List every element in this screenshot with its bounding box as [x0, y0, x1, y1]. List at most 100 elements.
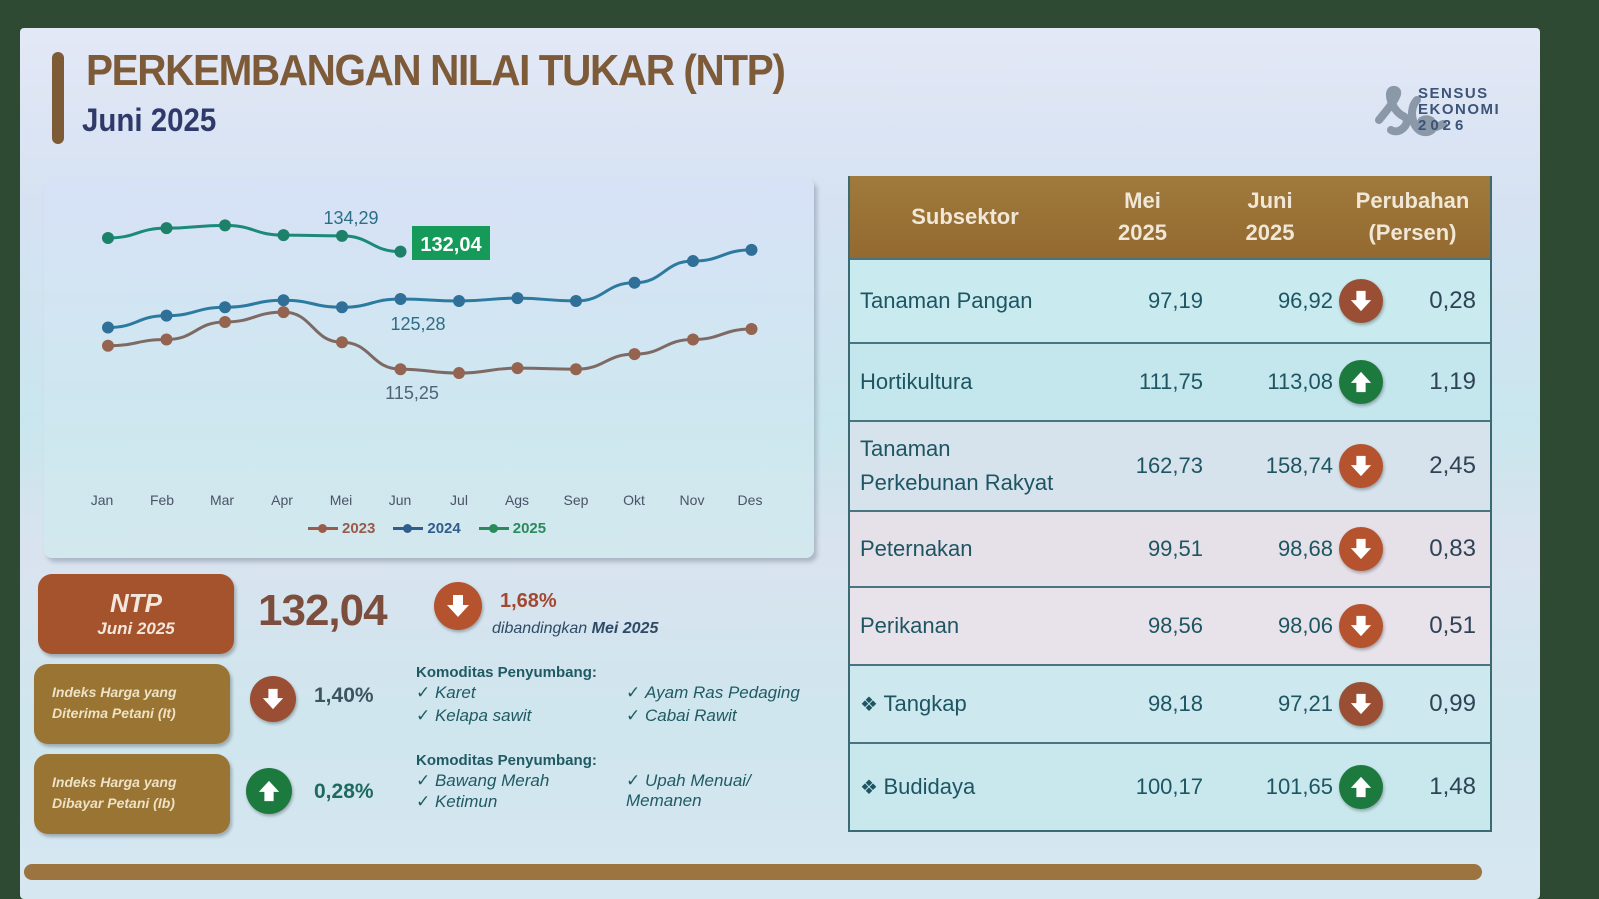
month-label: Jun: [388, 492, 412, 508]
row-name: Budidaya: [850, 770, 1098, 805]
data-point: [511, 292, 524, 305]
data-point: [687, 333, 699, 346]
data-point: [160, 333, 173, 346]
row-name: Peternakan: [850, 532, 1098, 566]
legend-label: 2023: [342, 520, 376, 537]
row-name-text: Peternakan: [860, 536, 973, 561]
row-name-text: Budidaya: [883, 773, 976, 799]
bottom-accent-bar: [24, 864, 1482, 880]
table-row: Budidaya 100,17 101,65 1,48: [850, 742, 1490, 830]
row-name-text: Tangkap: [883, 690, 967, 716]
data-point: [745, 322, 758, 335]
month-label: Nov: [679, 492, 705, 508]
index-ib-change: 0,28%: [314, 780, 374, 803]
data-point: [394, 245, 407, 258]
data-point: [570, 294, 582, 307]
col-mei-l2: 2025: [1118, 220, 1167, 245]
row-mei: 99,51: [1147, 536, 1203, 561]
arrow-down-icon: [250, 676, 296, 722]
col-subsektor: Subsektor: [911, 204, 1019, 229]
page-subtitle: Juni 2025: [82, 102, 217, 138]
legend-label: 2025: [512, 520, 547, 537]
col-juni-l1: Juni: [1247, 188, 1293, 213]
data-point: [336, 229, 348, 242]
data-point: [219, 219, 231, 232]
row-change: 0,51: [1429, 612, 1476, 639]
ntp-value: 132,04: [258, 586, 388, 635]
row-direction: [1333, 444, 1388, 488]
row-mei: 162,73: [1135, 453, 1203, 478]
row-name-l1: Tanaman: [860, 436, 951, 461]
row-direction: [1333, 279, 1388, 323]
row-name: Tanaman Pangan: [850, 284, 1098, 318]
legend-item-2025: 2025: [478, 520, 547, 537]
index-label-line1: Indeks Harga yang: [52, 684, 177, 700]
row-name-text: Hortikultura: [860, 369, 973, 394]
col-mei: Mei 2025: [1080, 185, 1205, 249]
data-point: [570, 363, 582, 376]
data-point: [453, 367, 465, 380]
month-label: Des: [737, 492, 763, 508]
row-change: 1,48: [1429, 773, 1476, 800]
row-name: Tangkap: [850, 687, 1098, 722]
label-2025-jun: 132,04: [420, 234, 482, 256]
row-mei: 97,19: [1147, 288, 1203, 313]
row-direction: [1333, 527, 1388, 571]
note-period: Mei 2025: [591, 620, 659, 637]
data-point: [628, 348, 641, 361]
x-axis-labels: Jan Feb Mar Apr Mei Jun Jul Ags Sep Okt …: [44, 492, 814, 512]
data-point: [160, 222, 173, 235]
arrow-down-icon: [1338, 604, 1383, 648]
col-juni-l2: 2025: [1245, 220, 1295, 245]
row-juni: 158,74: [1265, 453, 1333, 478]
table-row: Tanaman Perkebunan Rakyat 162,73 158,74 2,45: [850, 420, 1490, 510]
data-point: [394, 293, 407, 305]
row-name: Perikanan: [850, 609, 1098, 643]
month-label: Mei: [329, 492, 353, 508]
label-2024-jun: 125,28: [390, 314, 445, 334]
row-mei: 111,75: [1138, 369, 1203, 394]
data-point: [745, 243, 758, 256]
data-point: [394, 363, 407, 376]
ntp-period: Juni 2025: [97, 619, 175, 638]
month-label: Jul: [450, 492, 468, 508]
komoditas-item: Cabai Rawit: [626, 706, 826, 726]
index-label-line2: Diterima Petani (It): [52, 705, 176, 721]
row-mei: 100,17: [1135, 774, 1203, 799]
komoditas-item: Karet: [416, 683, 626, 703]
komoditas-it: Komoditas Penyumbang: Karet Ayam Ras Ped…: [416, 664, 826, 726]
legend-item-2024: 2024: [393, 520, 461, 537]
col-perubahan: Perubahan (Persen): [1335, 185, 1490, 249]
row-name-l2: Perkebunan Rakyat: [860, 470, 1054, 495]
komoditas-item: Upah Menuai/ Memanen: [626, 771, 776, 811]
data-point: [687, 255, 699, 268]
arrow-down-icon: [1338, 444, 1383, 488]
series-line-2025: [107, 223, 401, 254]
se2026-logo-icon: [1375, 86, 1447, 136]
row-direction: [1333, 682, 1388, 726]
data-point: [277, 306, 290, 319]
table-body: Tanaman Pangan 97,19 96,92 0,28 Hortikultura…: [850, 258, 1490, 830]
row-direction: [1333, 360, 1388, 404]
legend-item-2023: 2023: [308, 520, 375, 537]
col-perubahan-l2: (Persen): [1368, 220, 1457, 245]
arrow-up-icon: [1338, 765, 1383, 809]
data-point: [160, 309, 173, 322]
index-it-change: 1,40%: [314, 684, 374, 707]
table-row: Tangkap 98,18 97,21 0,99: [850, 664, 1490, 742]
label-2023-jun: 115,25: [385, 383, 439, 403]
data-point: [277, 294, 290, 307]
month-label: Ags: [504, 492, 530, 508]
month-label: Okt: [623, 492, 645, 508]
title-accent-bar: [52, 52, 64, 144]
komoditas-item: Ayam Ras Pedaging: [626, 683, 826, 703]
chart-legend: 2023 2024 2025: [308, 520, 546, 537]
row-juni: 98,06: [1277, 613, 1333, 638]
row-change: 0,28: [1429, 287, 1476, 314]
col-perubahan-l1: Perubahan: [1355, 188, 1470, 213]
komoditas-item: Kelapa sawit: [416, 706, 626, 726]
komoditas-header: Komoditas Penyumbang:: [416, 752, 597, 769]
arrow-down-icon: [1338, 279, 1383, 323]
data-point: [102, 231, 114, 244]
komoditas-item: Ketimun: [416, 792, 626, 814]
